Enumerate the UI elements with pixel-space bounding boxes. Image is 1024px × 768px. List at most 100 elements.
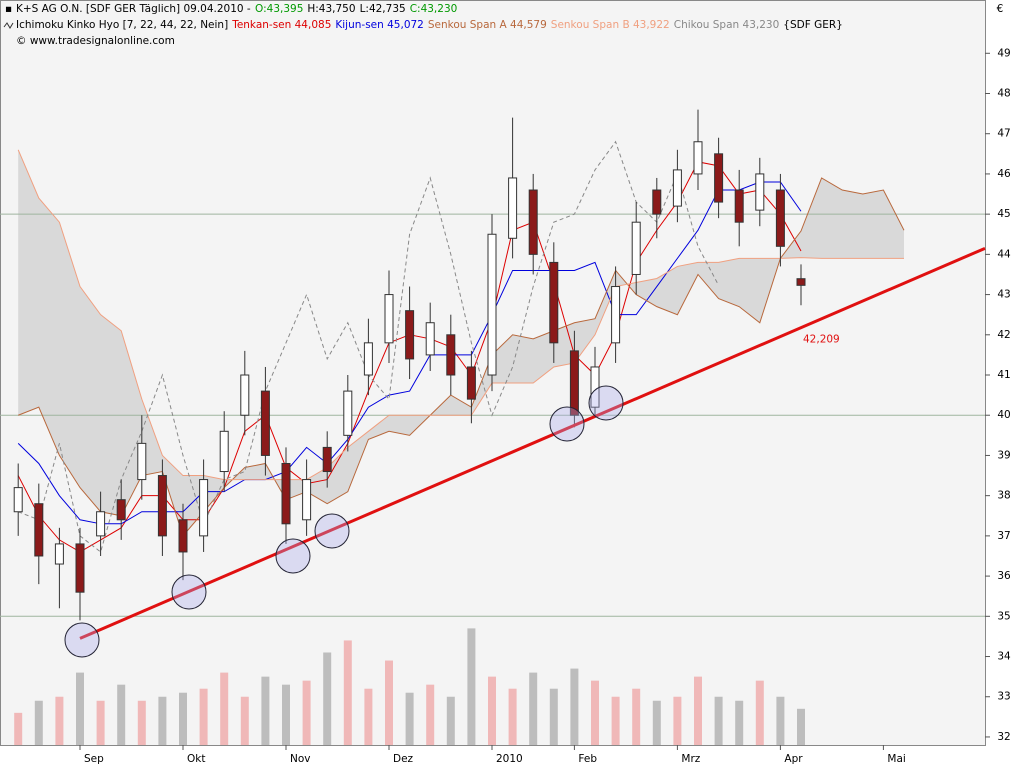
- y-tick-label: 32: [997, 731, 1010, 743]
- y-tick-label: 39: [997, 449, 1010, 461]
- cloud: [18, 149, 904, 536]
- volume-bar: [694, 676, 702, 745]
- icon: ▪: [5, 3, 12, 15]
- volume-bar: [302, 680, 311, 745]
- volume-bar: [76, 672, 84, 745]
- touch-circle: [64, 622, 100, 658]
- candle-body: [116, 499, 126, 521]
- candle-body: [631, 221, 641, 275]
- candle-body: [302, 479, 312, 521]
- candle-body: [322, 446, 332, 473]
- volume-bar: [282, 684, 290, 745]
- volume-bar: [467, 628, 476, 745]
- candle-body: [611, 286, 621, 344]
- touch-circle: [588, 385, 624, 421]
- y-tick-label: 44: [997, 248, 1011, 260]
- candle-body: [487, 233, 497, 376]
- x-tick-label: Feb: [578, 753, 597, 765]
- volume-bar: [220, 672, 229, 745]
- candle-body: [178, 519, 188, 553]
- candle-body: [384, 294, 394, 344]
- volume-bar: [343, 640, 352, 745]
- quote-value: C:43,230: [410, 3, 458, 15]
- volume-bar: [488, 676, 496, 745]
- volume-bar: [652, 700, 661, 745]
- volume-bar: [385, 660, 393, 745]
- candle-body: [75, 543, 85, 593]
- volume-bar: [34, 700, 43, 745]
- y-tick-label: 36: [997, 570, 1011, 582]
- volume-bar: [611, 696, 620, 745]
- trendline-label: 42,209: [803, 334, 840, 346]
- legend-entry: Kijun-sen 45,072: [335, 19, 423, 31]
- candle-body: [54, 543, 64, 565]
- x-tick-label: Nov: [290, 753, 311, 765]
- y-tick-label: 34: [997, 651, 1011, 663]
- candle-body: [96, 511, 106, 537]
- volume-bar: [179, 692, 187, 745]
- x-tick-label: Dez: [393, 753, 414, 765]
- indicator-name: Ichimoku Kinko Hyo [7, 22, 44, 22, Nein]: [16, 19, 228, 31]
- candle-body: [199, 479, 209, 537]
- volume-bar: [405, 692, 414, 745]
- volume-bar: [591, 680, 599, 745]
- candle-body: [343, 390, 353, 436]
- volume-bar: [714, 696, 723, 745]
- candle-body: [796, 278, 806, 286]
- legend-entry: Chikou Span 43,230: [674, 19, 780, 31]
- y-tick-label: 35: [997, 610, 1010, 622]
- volume-bar: [364, 688, 373, 745]
- y-tick-label: 48: [997, 87, 1010, 99]
- candle-body: [425, 322, 435, 356]
- quote-value: L:42,735: [360, 3, 406, 15]
- icon: [3, 22, 14, 29]
- chart-title: K+S AG O.N. [SDF GER Täglich] 09.04.2010…: [16, 3, 251, 15]
- touch-circle: [275, 538, 311, 574]
- volume-bar: [323, 652, 332, 745]
- y-tick-label: 49: [997, 47, 1010, 59]
- y-tick-label: 46: [997, 168, 1011, 180]
- y-tick-label: 37: [997, 530, 1010, 542]
- candle-body: [652, 189, 662, 215]
- volume-bar: [55, 696, 64, 745]
- volume-bar: [117, 684, 126, 745]
- volume-bar: [137, 700, 146, 745]
- candle-body: [137, 442, 147, 481]
- candle-body: [549, 261, 559, 344]
- volume-bar: [797, 708, 805, 745]
- candle-body: [157, 475, 167, 537]
- volume-bar: [735, 700, 744, 745]
- candle-body: [405, 310, 415, 360]
- volume-bar: [261, 676, 270, 745]
- x-tick-label: Sep: [84, 753, 104, 765]
- volume-bar: [508, 688, 517, 745]
- candle-body: [446, 334, 456, 376]
- volume-bar: [529, 672, 538, 745]
- volume-bar: [632, 688, 641, 745]
- volume-bar: [549, 688, 558, 745]
- y-tick-label: 47: [997, 128, 1010, 140]
- quote-value: O:43,395: [255, 3, 303, 15]
- candle-body: [775, 189, 785, 247]
- indicator-line: [17, 149, 904, 481]
- y-tick-label: 40: [997, 409, 1010, 421]
- candle-body: [34, 503, 44, 557]
- volume-bar: [673, 696, 682, 745]
- candle-body: [240, 374, 250, 416]
- candle-body: [281, 462, 291, 525]
- candle-body: [528, 189, 538, 255]
- legend-entry: Senkou Span B 43,922: [551, 19, 670, 31]
- legend-entry: Senkou Span A 44,579: [428, 19, 547, 31]
- volume-bar: [96, 700, 105, 745]
- touch-circle: [549, 406, 585, 442]
- candle-body: [466, 366, 476, 400]
- volume-bar: [570, 668, 579, 745]
- touch-circles: [64, 385, 624, 658]
- x-tick-label: Mai: [887, 753, 905, 765]
- candle-body: [672, 169, 682, 207]
- volume-bar: [426, 684, 435, 745]
- candle-body: [755, 173, 765, 211]
- source: © www.tradesignalonline.com: [16, 35, 175, 47]
- candle-body: [260, 390, 270, 456]
- volume-bar: [446, 696, 455, 745]
